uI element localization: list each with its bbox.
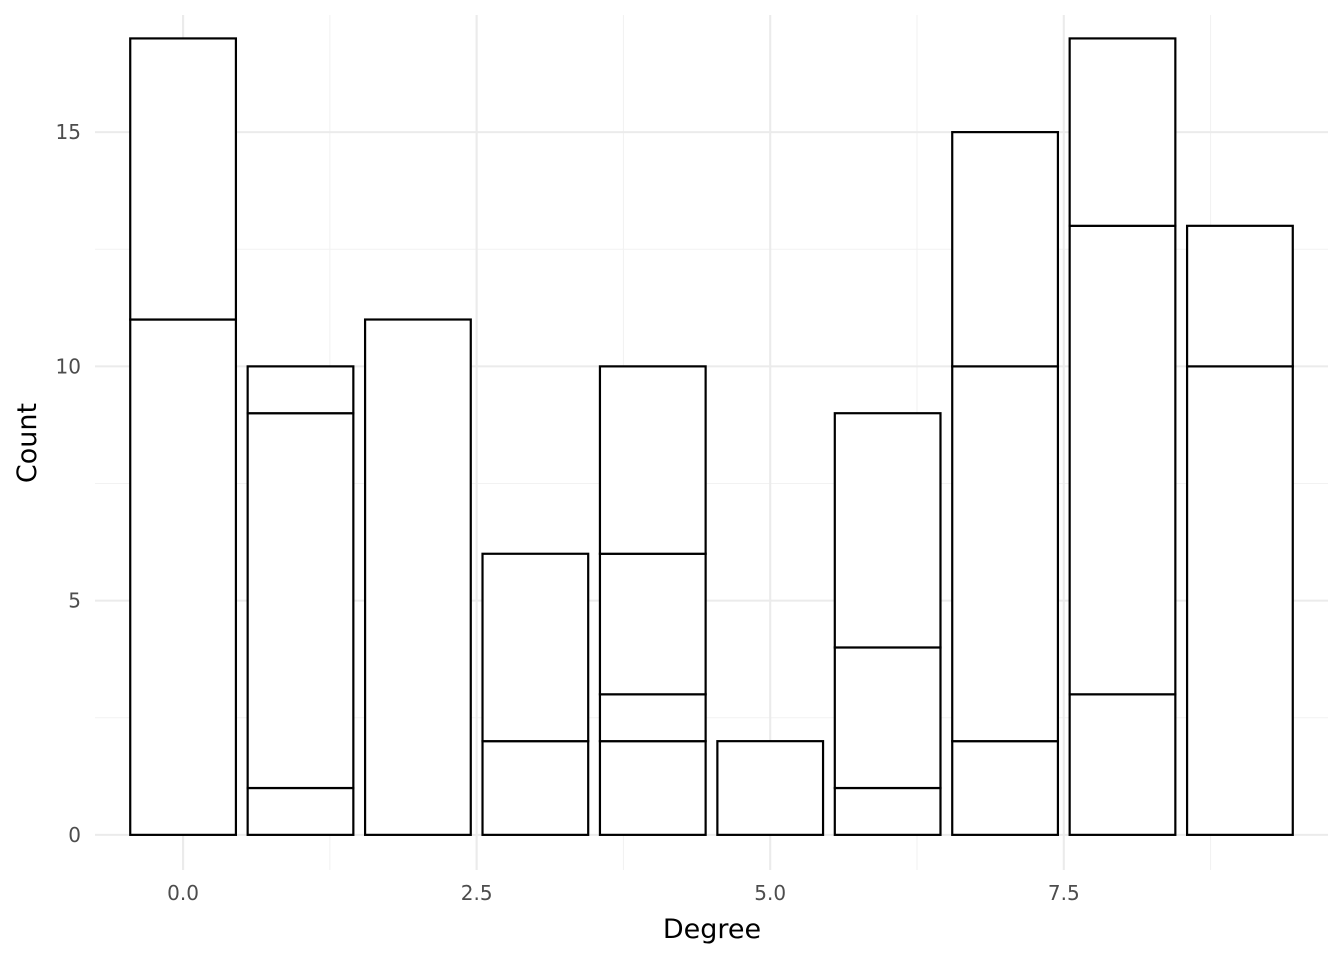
- bar-segment: [246, 412, 355, 790]
- bar-segment: [951, 131, 1060, 368]
- bar-segment: [598, 552, 707, 696]
- x-tick-label: 7.5: [1048, 881, 1080, 905]
- bar-segment: [951, 365, 1060, 743]
- bar-segment: [833, 412, 942, 649]
- bar-stack: [833, 412, 942, 836]
- bar-segment: [833, 646, 942, 790]
- tick-labels: 0.0 2.5 5.0 7.5 0 5 10 15: [56, 120, 1080, 905]
- bar-segment: [716, 740, 825, 836]
- bar-stack: [1185, 224, 1294, 836]
- bar-segment: [129, 37, 238, 321]
- y-tick-label: 10: [56, 354, 81, 378]
- bar-stack: [363, 318, 472, 836]
- bar-segment: [1185, 365, 1294, 836]
- y-tick-label: 5: [68, 589, 81, 613]
- bar-stack: [246, 365, 355, 836]
- bar-stack: [129, 37, 238, 836]
- bar-segment: [1185, 224, 1294, 368]
- bar-segment: [833, 786, 942, 836]
- y-tick-label: 15: [56, 120, 81, 144]
- bar-stack: [951, 131, 1060, 836]
- bar-stack: [481, 552, 590, 836]
- bar-segment: [598, 740, 707, 836]
- x-tick-label: 0.0: [167, 881, 199, 905]
- bar-segment: [129, 318, 238, 836]
- bar-segment: [1068, 693, 1177, 836]
- bar-segment: [598, 365, 707, 555]
- bar-stack: [716, 740, 825, 836]
- bar-segment: [246, 365, 355, 415]
- bar-segment: [246, 786, 355, 836]
- bar-segment: [363, 318, 472, 836]
- bar-stack: [1068, 37, 1177, 836]
- bar-stack: [598, 365, 707, 836]
- bar-segment: [1068, 37, 1177, 227]
- bar-segment: [1068, 224, 1177, 696]
- bar-segment: [598, 693, 707, 743]
- bar-segment: [951, 740, 1060, 836]
- bars: [129, 37, 1294, 836]
- x-axis-title: Degree: [663, 914, 761, 945]
- bar-segment: [481, 552, 590, 743]
- y-tick-label: 0: [68, 823, 81, 847]
- x-tick-label: 2.5: [461, 881, 493, 905]
- y-axis-title: Count: [12, 403, 43, 483]
- x-tick-label: 5.0: [754, 881, 786, 905]
- bar-segment: [481, 740, 590, 836]
